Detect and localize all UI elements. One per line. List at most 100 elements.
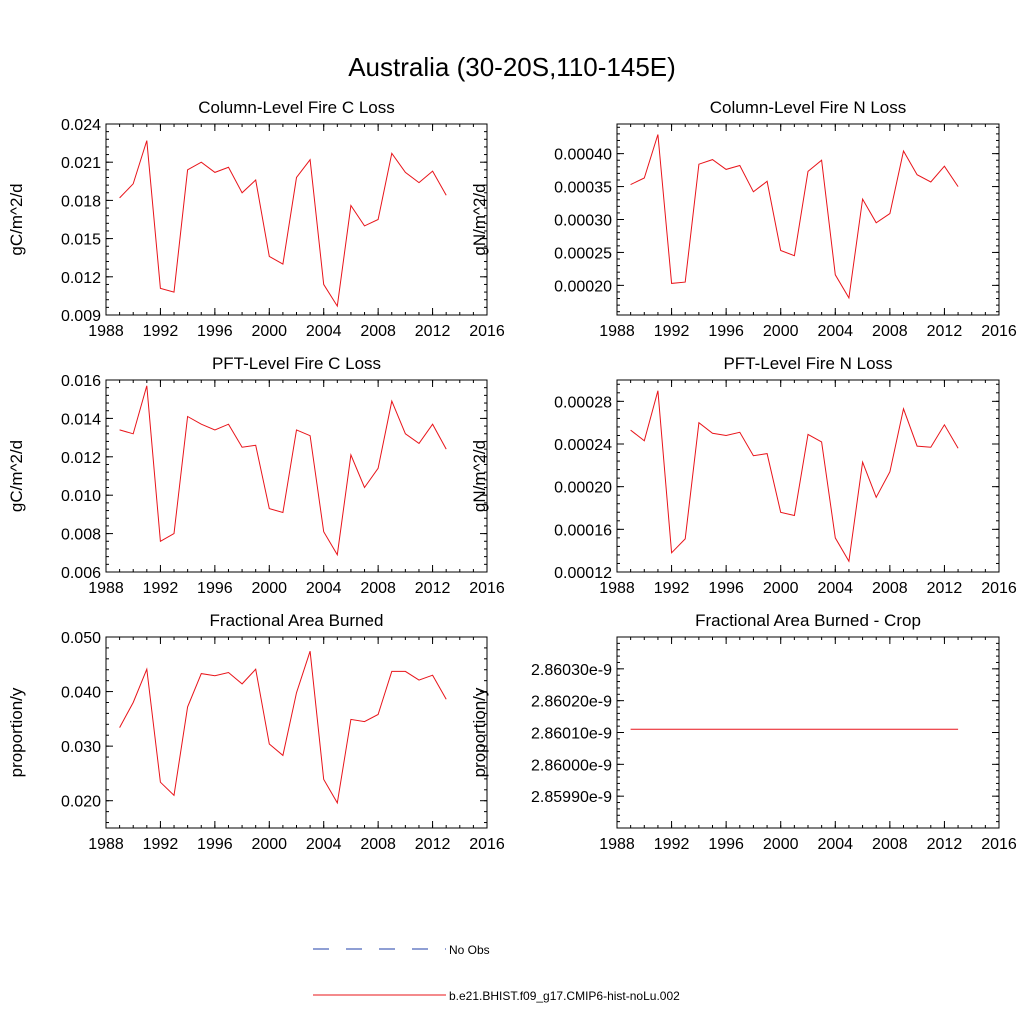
chart-panel-3: 1988 1992 1996 2000 2004 2008 2012 2016 0.006 0.0… <box>7 354 505 597</box>
y-axis-label: gN/m^2/d <box>470 183 489 255</box>
panel-title: PFT-Level Fire N Loss <box>723 354 892 373</box>
x-tick-label: 2000 <box>763 323 799 340</box>
x-tick-label: 1992 <box>143 323 179 340</box>
y-tick-label: 0.012 <box>61 450 101 467</box>
chart-panel-6: 1988 1992 1996 2000 2004 2008 2012 2016 2.85990e… <box>470 611 1017 853</box>
y-tick-label: 2.86020e-9 <box>531 694 612 711</box>
x-tick-label: 2012 <box>927 836 963 853</box>
y-tick-label: 0.050 <box>61 630 101 647</box>
x-tick-label: 2000 <box>763 580 799 597</box>
panel-title: Fractional Area Burned - Crop <box>695 611 921 630</box>
x-tick-label: 2004 <box>306 836 342 853</box>
x-tick-label: 1992 <box>654 323 690 340</box>
x-tick-label: 2000 <box>763 836 799 853</box>
x-tick-label: 1996 <box>197 580 233 597</box>
x-tick-label: 2016 <box>469 836 505 853</box>
x-tick-label: 2012 <box>415 836 451 853</box>
y-tick-label: 0.024 <box>61 117 101 134</box>
y-tick-label: 0.030 <box>61 739 101 756</box>
x-tick-label: 1988 <box>88 836 124 853</box>
y-tick-label: 0.00028 <box>554 394 612 411</box>
x-tick-label: 2004 <box>817 323 853 340</box>
plot-frame <box>105 123 488 316</box>
x-tick-label: 2012 <box>927 580 963 597</box>
panel-title: PFT-Level Fire C Loss <box>212 354 381 373</box>
y-tick-label: 0.00025 <box>554 245 612 262</box>
y-tick-label: 0.00040 <box>554 147 612 164</box>
series-line <box>119 385 447 557</box>
y-tick-label: 0.00012 <box>554 565 612 582</box>
y-tick-label: 0.040 <box>61 685 101 702</box>
y-tick-label: 0.00030 <box>554 213 612 230</box>
y-tick-label: 2.86000e-9 <box>531 757 612 774</box>
x-tick-label: 2008 <box>360 836 396 853</box>
y-tick-label: 0.020 <box>61 794 101 811</box>
chart-panel-2: 1988 1992 1996 2000 2004 2008 2012 2016 0.00020 0… <box>470 98 1017 340</box>
y-tick-label: 0.016 <box>61 373 101 390</box>
x-tick-label: 2016 <box>981 323 1017 340</box>
x-tick-label: 1988 <box>599 323 635 340</box>
y-axis-label: gC/m^2/d <box>7 183 26 255</box>
chart-panel-5: 1988 1992 1996 2000 2004 2008 2012 2016 0.020 0.0… <box>7 611 505 853</box>
y-axis-label: proportion/y <box>470 687 489 777</box>
x-tick-label: 2000 <box>251 836 287 853</box>
y-tick-label: 0.015 <box>61 232 101 249</box>
y-axis-label: gN/m^2/d <box>470 440 489 512</box>
panel-title: Column-Level Fire N Loss <box>710 98 907 117</box>
x-tick-label: 2004 <box>817 836 853 853</box>
x-tick-label: 2012 <box>415 323 451 340</box>
y-tick-label: 0.00016 <box>554 522 612 539</box>
legend: No Obs b.e21.BHIST.f09_g17.CMIP6-hist-no… <box>313 943 680 1003</box>
y-tick-label: 0.00035 <box>554 180 612 197</box>
x-tick-label: 1996 <box>708 836 744 853</box>
x-tick-label: 1992 <box>654 836 690 853</box>
x-tick-label: 2012 <box>927 323 963 340</box>
y-tick-label: 0.009 <box>61 308 101 325</box>
x-tick-label: 1988 <box>599 580 635 597</box>
panel-title: Fractional Area Burned <box>210 611 384 630</box>
y-tick-label: 2.86030e-9 <box>531 662 612 679</box>
x-tick-label: 2008 <box>872 580 908 597</box>
series-line <box>119 651 447 805</box>
panels: 1988 1992 1996 2000 2004 2008 2012 2016 0.009 0.0… <box>7 98 1017 853</box>
series-line <box>630 134 959 300</box>
y-tick-label: 2.86010e-9 <box>531 726 612 743</box>
plot-frame <box>616 379 1000 573</box>
y-tick-label: 0.008 <box>61 527 101 544</box>
y-tick-label: 0.00024 <box>554 437 612 454</box>
x-tick-label: 1992 <box>143 836 179 853</box>
panel-title: Column-Level Fire C Loss <box>198 98 395 117</box>
x-tick-label: 1996 <box>708 323 744 340</box>
x-tick-label: 1996 <box>197 323 233 340</box>
x-tick-label: 2008 <box>872 836 908 853</box>
series-line <box>119 140 447 308</box>
x-tick-label: 1992 <box>143 580 179 597</box>
x-tick-label: 2012 <box>415 580 451 597</box>
y-tick-label: 0.010 <box>61 488 101 505</box>
plot-frame <box>105 636 488 829</box>
y-tick-label: 0.00020 <box>554 278 612 295</box>
chart-panel-4: 1988 1992 1996 2000 2004 2008 2012 2016 0.00012 0… <box>470 354 1017 597</box>
x-tick-label: 1996 <box>708 580 744 597</box>
plot-frame <box>616 123 1000 316</box>
y-axis-label: proportion/y <box>7 687 26 777</box>
x-tick-label: 1992 <box>654 580 690 597</box>
plot-frame <box>616 636 1000 829</box>
x-tick-label: 2008 <box>872 323 908 340</box>
x-tick-label: 2008 <box>360 580 396 597</box>
x-tick-label: 2016 <box>981 580 1017 597</box>
x-tick-label: 2004 <box>817 580 853 597</box>
legend-model-label: b.e21.BHIST.f09_g17.CMIP6-hist-noLu.002 <box>449 989 680 1003</box>
x-tick-label: 2016 <box>981 836 1017 853</box>
legend-obs-label: No Obs <box>449 943 490 957</box>
y-tick-label: 0.00020 <box>554 480 612 497</box>
y-tick-label: 2.85990e-9 <box>531 789 612 806</box>
y-tick-label: 0.012 <box>61 270 101 287</box>
x-tick-label: 2004 <box>306 323 342 340</box>
x-tick-label: 2008 <box>360 323 396 340</box>
x-tick-label: 1988 <box>88 323 124 340</box>
y-tick-label: 0.018 <box>61 193 101 210</box>
y-tick-label: 0.021 <box>61 155 101 172</box>
x-tick-label: 1988 <box>599 836 635 853</box>
